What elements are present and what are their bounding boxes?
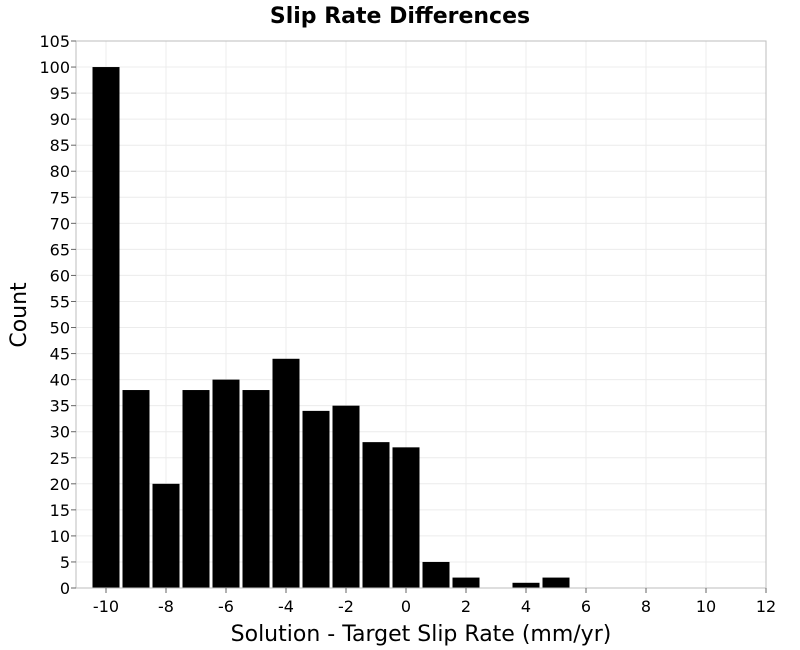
histogram-bar (542, 577, 570, 588)
y-tick-label: 15 (50, 501, 70, 520)
histogram-bar (212, 379, 240, 588)
y-tick-label: 85 (50, 136, 70, 155)
histogram-bar (122, 390, 150, 588)
histogram-bar (362, 442, 390, 588)
y-tick-label: 100 (39, 58, 70, 77)
histogram-bar (392, 447, 420, 588)
y-tick-label: 50 (50, 319, 70, 338)
x-tick-label: 8 (641, 597, 651, 616)
x-tick-label: 0 (401, 597, 411, 616)
y-axis: 0 5 10 15 20 25 30 35 40 45 50 55 60 65 70 75 80 85 90 95 10… (39, 32, 76, 598)
y-tick-label: 105 (39, 32, 70, 51)
x-tick-label: -8 (158, 597, 174, 616)
y-tick-label: 45 (50, 345, 70, 364)
x-tick-label: 2 (461, 597, 471, 616)
histogram-bar (512, 582, 540, 588)
y-tick-label: 35 (50, 397, 70, 416)
histogram-bar (332, 405, 360, 588)
x-tick-label: 10 (696, 597, 716, 616)
y-tick-label: 95 (50, 84, 70, 103)
x-tick-label: 12 (756, 597, 776, 616)
histogram-bar (92, 67, 120, 589)
x-axis-label: Solution - Target Slip Rate (mm/yr) (231, 622, 612, 647)
y-tick-label: 70 (50, 214, 70, 233)
y-tick-label: 5 (60, 553, 70, 572)
y-tick-label: 10 (50, 527, 70, 546)
x-tick-label: -6 (218, 597, 234, 616)
histogram-bar (452, 577, 480, 588)
x-axis: -10 -8 -6 -4 -2 0 2 4 6 8 10 12 (93, 588, 776, 616)
y-tick-label: 60 (50, 266, 70, 285)
y-axis-label: Count (7, 282, 32, 348)
y-tick-label: 80 (50, 162, 70, 181)
x-tick-label: -2 (338, 597, 354, 616)
chart-title: Slip Rate Differences (270, 4, 530, 29)
y-tick-label: 75 (50, 188, 70, 207)
histogram-bar (152, 483, 180, 588)
y-tick-label: 20 (50, 475, 70, 494)
x-tick-label: 6 (581, 597, 591, 616)
x-tick-label: -10 (93, 597, 119, 616)
y-tick-label: 55 (50, 292, 70, 311)
x-tick-label: 4 (521, 597, 531, 616)
y-tick-label: 90 (50, 110, 70, 129)
y-tick-label: 65 (50, 240, 70, 259)
y-tick-label: 25 (50, 449, 70, 468)
histogram-bar (182, 390, 210, 588)
histogram-bar (302, 410, 330, 588)
y-tick-label: 40 (50, 371, 70, 390)
bars (92, 67, 570, 589)
y-tick-label: 30 (50, 423, 70, 442)
histogram-bar (242, 390, 270, 588)
histogram-bar (422, 561, 450, 588)
plot-frame (75, 40, 767, 589)
histogram-bar (272, 358, 300, 588)
y-tick-label: 0 (60, 579, 70, 598)
x-tick-label: -4 (278, 597, 294, 616)
